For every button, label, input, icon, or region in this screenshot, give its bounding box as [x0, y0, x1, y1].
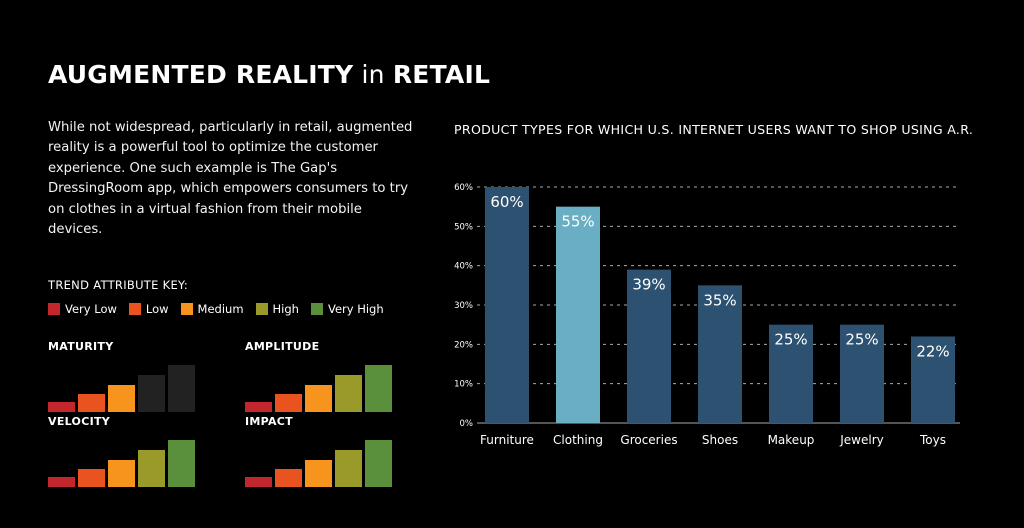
level-bar-medium: [305, 385, 332, 412]
bar-chart: 0% 10% 20% 30% 40% 50% 60% 60% Furniture 55% Cloth…: [454, 183, 960, 447]
title-part-3: RETAIL: [392, 60, 491, 89]
title-part-1: AUGMENTED REALITY: [48, 60, 354, 89]
legend-label: Medium: [197, 302, 244, 316]
level-bar-medium: [108, 460, 135, 487]
level-bar-high: [138, 375, 165, 412]
legend-item-very-high: Very High: [310, 302, 384, 316]
y-tick-label: 50%: [454, 222, 473, 232]
attribute-impact: IMPACT: [245, 415, 405, 487]
attribute-level-meter: [48, 415, 208, 487]
legend-label: Very Low: [65, 302, 117, 316]
legend-item-very-low: Very Low: [48, 302, 117, 316]
legend-label: Low: [145, 302, 169, 316]
level-bar-very-low: [48, 402, 75, 412]
level-bar-low: [78, 394, 105, 412]
page-title: AUGMENTED REALITY in RETAIL: [48, 60, 490, 89]
level-bar-high: [138, 450, 165, 487]
data-label: 55%: [561, 213, 594, 231]
level-bar-very-high: [168, 440, 195, 487]
data-label: 35%: [703, 291, 736, 309]
legend-swatch: [128, 303, 141, 315]
legend-swatch: [180, 303, 193, 315]
bar-toys: [911, 336, 955, 423]
y-tick-label: 10%: [454, 380, 473, 390]
level-bar-medium: [305, 460, 332, 487]
y-tick-label: 30%: [454, 301, 473, 311]
trend-key-legend: Very Low Low Medium High Very High: [48, 301, 384, 317]
bar-jewelry: [840, 324, 884, 423]
x-tick-label: Clothing: [553, 433, 603, 447]
attribute-label: IMPACT: [245, 415, 293, 428]
x-tick-label: Shoes: [702, 433, 738, 447]
data-label: 22%: [916, 342, 949, 360]
legend-item-medium: Medium: [180, 302, 244, 316]
bar-groceries: [627, 269, 671, 423]
y-tick-label: 0%: [460, 419, 474, 429]
attribute-level-meter: [48, 340, 208, 412]
x-tick-label: Toys: [919, 433, 946, 447]
level-bar-very-low: [48, 477, 75, 487]
data-label: 39%: [632, 276, 665, 294]
y-tick-label: 20%: [454, 340, 473, 350]
data-label: 25%: [774, 331, 807, 349]
trend-key-title: TREND ATTRIBUTE KEY:: [48, 278, 189, 292]
bar-clothing: [556, 206, 600, 423]
legend-item-high: High: [255, 302, 299, 316]
legend-label: High: [272, 302, 299, 316]
level-bar-very-high: [168, 365, 195, 412]
level-bar-very-low: [245, 402, 272, 412]
legend-label: Very High: [327, 302, 384, 316]
level-bar-low: [275, 469, 302, 487]
level-bar-very-low: [245, 477, 272, 487]
attribute-maturity: MATURITY: [48, 340, 208, 412]
y-tick-label: 40%: [454, 262, 473, 272]
level-bar-low: [78, 469, 105, 487]
attribute-label: VELOCITY: [48, 415, 111, 428]
attribute-label: MATURITY: [48, 340, 114, 353]
level-bar-medium: [108, 385, 135, 412]
data-label: 25%: [845, 331, 878, 349]
bar-shoes: [698, 285, 742, 423]
legend-item-low: Low: [128, 302, 169, 316]
chart-title: PRODUCT TYPES FOR WHICH U.S. INTERNET US…: [454, 122, 974, 137]
bar-makeup: [769, 324, 813, 423]
attribute-level-meter: [245, 340, 405, 412]
x-tick-label: Makeup: [768, 433, 815, 447]
bar-furniture: [485, 187, 529, 423]
attribute-velocity: VELOCITY: [48, 415, 208, 487]
level-bar-high: [335, 375, 362, 412]
legend-swatch: [48, 303, 60, 315]
level-bar-very-high: [365, 440, 392, 487]
level-bar-very-high: [365, 365, 392, 412]
attribute-level-meter: [245, 415, 405, 487]
x-tick-label: Groceries: [620, 433, 677, 447]
attribute-label: AMPLITUDE: [245, 340, 320, 353]
y-tick-label: 60%: [454, 183, 473, 193]
legend-swatch: [255, 303, 268, 315]
x-tick-label: Furniture: [480, 433, 534, 447]
data-label: 60%: [490, 193, 523, 211]
level-bar-high: [335, 450, 362, 487]
x-tick-label: Jewelry: [839, 433, 884, 447]
attribute-amplitude: AMPLITUDE: [245, 340, 405, 412]
legend-swatch: [310, 303, 323, 315]
title-part-2: in: [361, 60, 385, 89]
intro-paragraph: While not widespread, particularly in re…: [48, 120, 413, 238]
level-bar-low: [275, 394, 302, 412]
